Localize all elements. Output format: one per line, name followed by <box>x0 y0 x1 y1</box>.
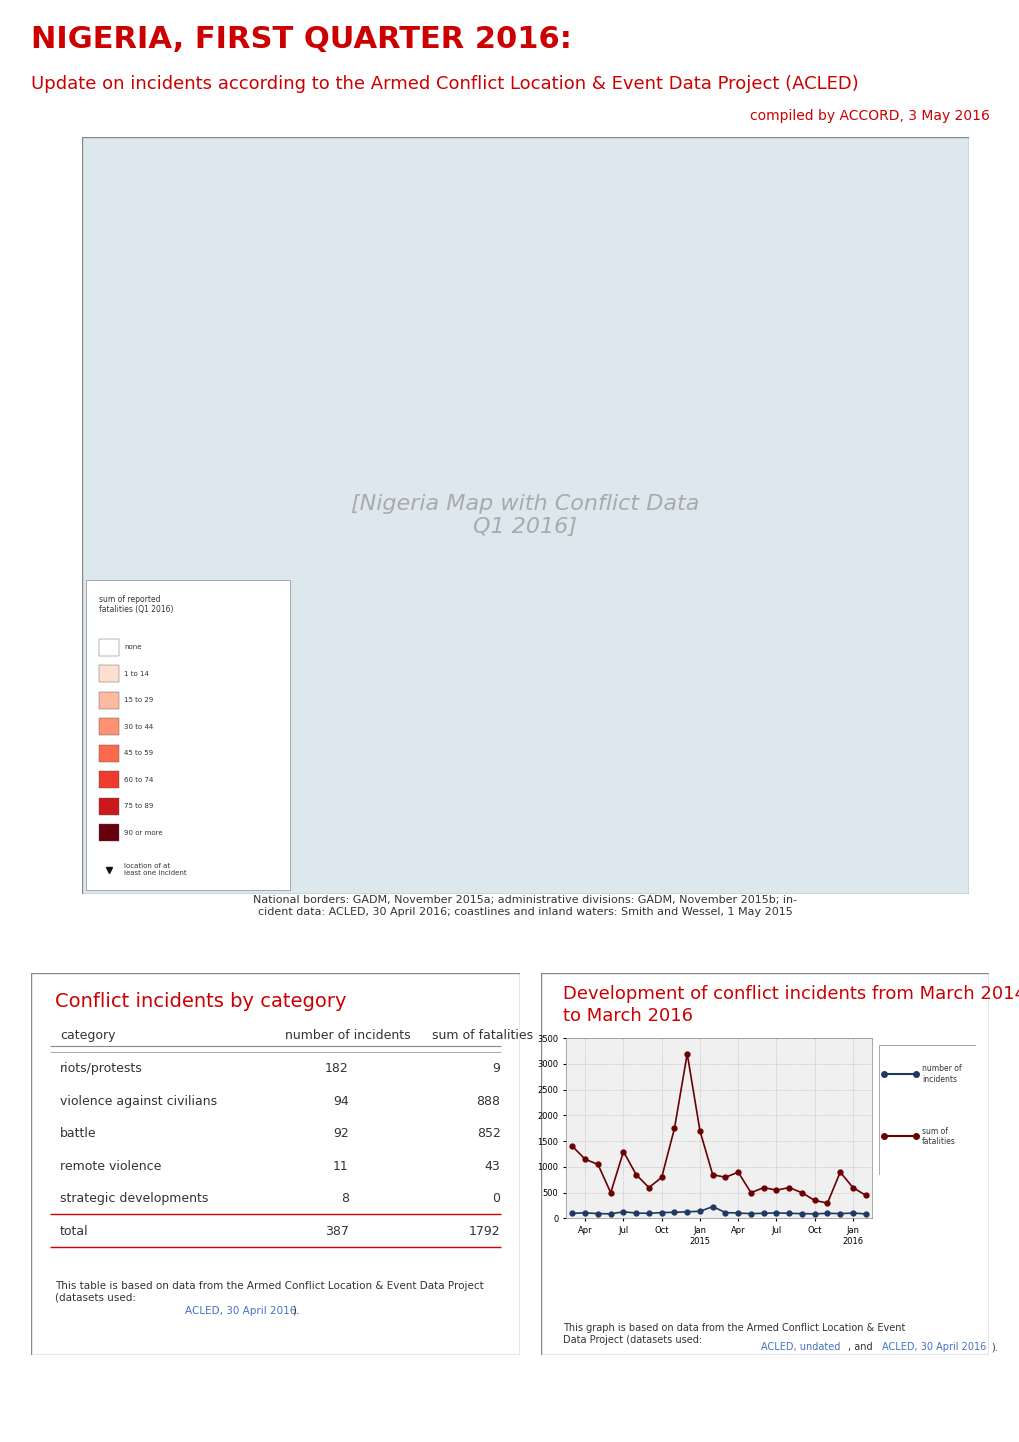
Text: 90 or more: 90 or more <box>124 829 163 836</box>
FancyBboxPatch shape <box>99 692 119 708</box>
Text: 387: 387 <box>325 1224 348 1237</box>
Text: remote violence: remote violence <box>60 1159 161 1172</box>
FancyBboxPatch shape <box>86 580 289 890</box>
FancyBboxPatch shape <box>99 639 119 656</box>
Text: [Nigeria Map with Conflict Data
Q1 2016]: [Nigeria Map with Conflict Data Q1 2016] <box>351 495 699 536</box>
Text: 92: 92 <box>333 1128 348 1141</box>
Text: NIGERIA, FIRST QUARTER 2016:: NIGERIA, FIRST QUARTER 2016: <box>31 26 571 55</box>
FancyBboxPatch shape <box>99 718 119 735</box>
FancyBboxPatch shape <box>540 973 988 1355</box>
Text: location of at
least one incident: location of at least one incident <box>124 864 186 877</box>
Text: ).: ). <box>990 1343 998 1353</box>
Text: compiled by ACCORD, 3 May 2016: compiled by ACCORD, 3 May 2016 <box>749 108 988 123</box>
Text: ).: ). <box>292 1306 300 1315</box>
FancyBboxPatch shape <box>82 137 968 894</box>
Text: 9: 9 <box>492 1063 500 1076</box>
Text: 852: 852 <box>476 1128 500 1141</box>
FancyBboxPatch shape <box>99 825 119 841</box>
Text: number of incidents: number of incidents <box>285 1030 411 1043</box>
Text: 182: 182 <box>325 1063 348 1076</box>
Text: ACLED, 30 April 2016: ACLED, 30 April 2016 <box>880 1343 985 1353</box>
Text: 30 to 44: 30 to 44 <box>124 724 153 730</box>
Text: Update on incidents according to the Armed Conflict Location & Event Data Projec: Update on incidents according to the Arm… <box>31 75 858 92</box>
Text: category: category <box>60 1030 115 1043</box>
Text: ACLED, undated: ACLED, undated <box>760 1343 839 1353</box>
Text: number of
incidents: number of incidents <box>921 1064 961 1084</box>
Text: sum of reported
fatalities (Q1 2016): sum of reported fatalities (Q1 2016) <box>99 596 173 614</box>
Text: ACLED, 30 April 2016: ACLED, 30 April 2016 <box>184 1306 296 1315</box>
FancyBboxPatch shape <box>99 797 119 815</box>
Text: This graph is based on data from the Armed Conflict Location & Event
Data Projec: This graph is based on data from the Arm… <box>562 1322 905 1344</box>
FancyBboxPatch shape <box>99 771 119 787</box>
FancyBboxPatch shape <box>99 665 119 682</box>
Text: 60 to 74: 60 to 74 <box>124 777 154 783</box>
FancyBboxPatch shape <box>99 746 119 761</box>
Text: none: none <box>124 645 142 650</box>
Text: This table is based on data from the Armed Conflict Location & Event Data Projec: This table is based on data from the Arm… <box>55 1280 483 1302</box>
FancyBboxPatch shape <box>31 973 520 1355</box>
Text: Conflict incidents by category: Conflict incidents by category <box>55 992 346 1011</box>
Text: 11: 11 <box>333 1159 348 1172</box>
Text: 8: 8 <box>340 1193 348 1206</box>
Text: strategic developments: strategic developments <box>60 1193 208 1206</box>
FancyBboxPatch shape <box>878 1045 975 1175</box>
Text: total: total <box>60 1224 89 1237</box>
Text: 888: 888 <box>476 1094 500 1107</box>
Text: 45 to 59: 45 to 59 <box>124 750 153 756</box>
Text: National borders: GADM, November 2015a; administrative divisions: GADM, November: National borders: GADM, November 2015a; … <box>253 895 797 917</box>
Text: 1792: 1792 <box>469 1224 500 1237</box>
Text: , and: , and <box>847 1343 875 1353</box>
Text: 75 to 89: 75 to 89 <box>124 803 154 809</box>
Text: sum of fatalities: sum of fatalities <box>432 1030 533 1043</box>
Text: riots/protests: riots/protests <box>60 1063 143 1076</box>
Text: Development of conflict incidents from March 2014
to March 2016: Development of conflict incidents from M… <box>562 985 1019 1025</box>
Text: violence against civilians: violence against civilians <box>60 1094 217 1107</box>
Text: 94: 94 <box>333 1094 348 1107</box>
Text: sum of
fatalities: sum of fatalities <box>921 1126 955 1146</box>
Text: 0: 0 <box>492 1193 500 1206</box>
Text: 15 to 29: 15 to 29 <box>124 698 153 704</box>
Text: 1 to 14: 1 to 14 <box>124 671 149 676</box>
Text: battle: battle <box>60 1128 97 1141</box>
Text: 43: 43 <box>484 1159 500 1172</box>
